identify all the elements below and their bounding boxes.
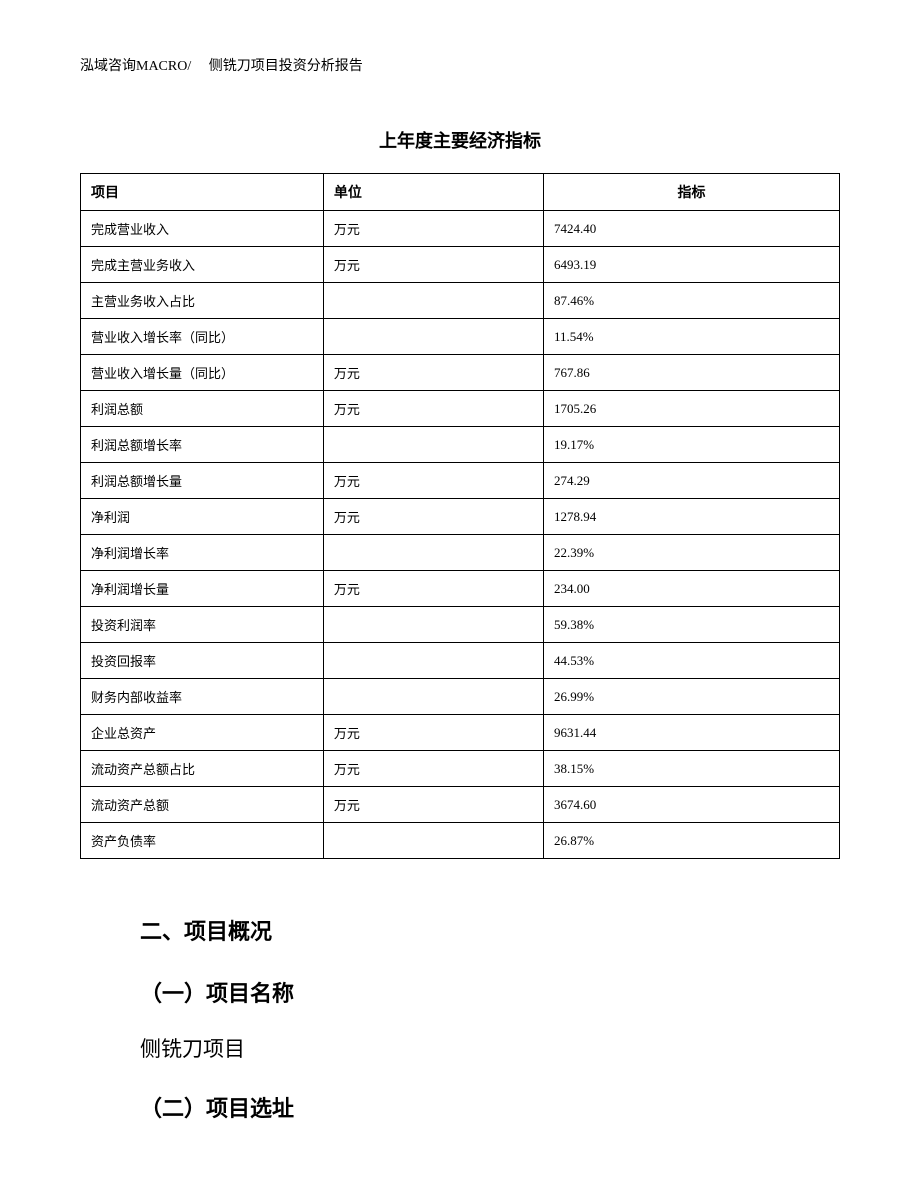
table-row: 利润总额增长量 万元 274.29 bbox=[81, 463, 840, 499]
col-header-item: 项目 bbox=[81, 174, 324, 211]
cell-unit: 万元 bbox=[323, 391, 543, 427]
cell-unit: 万元 bbox=[323, 355, 543, 391]
cell-unit: 万元 bbox=[323, 247, 543, 283]
cell-value: 38.15% bbox=[543, 751, 839, 787]
cell-value: 22.39% bbox=[543, 535, 839, 571]
cell-unit: 万元 bbox=[323, 211, 543, 247]
cell-unit bbox=[323, 535, 543, 571]
table-row: 利润总额 万元 1705.26 bbox=[81, 391, 840, 427]
cell-item: 企业总资产 bbox=[81, 715, 324, 751]
table-row: 营业收入增长率（同比） 11.54% bbox=[81, 319, 840, 355]
cell-value: 11.54% bbox=[543, 319, 839, 355]
cell-unit bbox=[323, 427, 543, 463]
table-row: 企业总资产 万元 9631.44 bbox=[81, 715, 840, 751]
table-row: 利润总额增长率 19.17% bbox=[81, 427, 840, 463]
cell-value: 767.86 bbox=[543, 355, 839, 391]
table-row: 资产负债率 26.87% bbox=[81, 823, 840, 859]
cell-item: 利润总额增长量 bbox=[81, 463, 324, 499]
cell-item: 营业收入增长量（同比） bbox=[81, 355, 324, 391]
cell-unit bbox=[323, 319, 543, 355]
table-row: 净利润增长率 22.39% bbox=[81, 535, 840, 571]
cell-item: 财务内部收益率 bbox=[81, 679, 324, 715]
table-row: 流动资产总额占比 万元 38.15% bbox=[81, 751, 840, 787]
cell-unit bbox=[323, 607, 543, 643]
cell-unit: 万元 bbox=[323, 499, 543, 535]
table-header-row: 项目 单位 指标 bbox=[81, 174, 840, 211]
table-row: 主营业务收入占比 87.46% bbox=[81, 283, 840, 319]
cell-item: 净利润 bbox=[81, 499, 324, 535]
cell-value: 234.00 bbox=[543, 571, 839, 607]
cell-value: 274.29 bbox=[543, 463, 839, 499]
table-title: 上年度主要经济指标 bbox=[80, 127, 840, 153]
table-row: 财务内部收益率 26.99% bbox=[81, 679, 840, 715]
page-header: 泓域咨询MACRO/ 侧铣刀项目投资分析报告 bbox=[80, 55, 840, 75]
cell-value: 1705.26 bbox=[543, 391, 839, 427]
cell-value: 1278.94 bbox=[543, 499, 839, 535]
cell-unit: 万元 bbox=[323, 463, 543, 499]
cell-unit: 万元 bbox=[323, 751, 543, 787]
cell-item: 完成营业收入 bbox=[81, 211, 324, 247]
col-header-value: 指标 bbox=[543, 174, 839, 211]
cell-item: 利润总额增长率 bbox=[81, 427, 324, 463]
cell-value: 3674.60 bbox=[543, 787, 839, 823]
cell-item: 主营业务收入占比 bbox=[81, 283, 324, 319]
cell-unit: 万元 bbox=[323, 715, 543, 751]
cell-item: 流动资产总额 bbox=[81, 787, 324, 823]
cell-item: 营业收入增长率（同比） bbox=[81, 319, 324, 355]
cell-value: 87.46% bbox=[543, 283, 839, 319]
cell-value: 44.53% bbox=[543, 643, 839, 679]
cell-item: 资产负债率 bbox=[81, 823, 324, 859]
sub-heading-name: （一）项目名称 bbox=[140, 976, 840, 1008]
economic-indicators-table: 项目 单位 指标 完成营业收入 万元 7424.40 完成主营业务收入 万元 6… bbox=[80, 173, 840, 859]
cell-unit: 万元 bbox=[323, 571, 543, 607]
table-row: 流动资产总额 万元 3674.60 bbox=[81, 787, 840, 823]
table-row: 完成营业收入 万元 7424.40 bbox=[81, 211, 840, 247]
col-header-unit: 单位 bbox=[323, 174, 543, 211]
section-heading-2: 二、项目概况 bbox=[140, 914, 840, 946]
cell-item: 净利润增长率 bbox=[81, 535, 324, 571]
cell-item: 利润总额 bbox=[81, 391, 324, 427]
cell-value: 9631.44 bbox=[543, 715, 839, 751]
cell-unit: 万元 bbox=[323, 787, 543, 823]
sub-heading-location: （二）项目选址 bbox=[140, 1091, 840, 1123]
cell-item: 投资回报率 bbox=[81, 643, 324, 679]
cell-item: 流动资产总额占比 bbox=[81, 751, 324, 787]
table-row: 完成主营业务收入 万元 6493.19 bbox=[81, 247, 840, 283]
cell-value: 7424.40 bbox=[543, 211, 839, 247]
cell-unit bbox=[323, 679, 543, 715]
table-row: 投资利润率 59.38% bbox=[81, 607, 840, 643]
project-name-text: 侧铣刀项目 bbox=[140, 1033, 840, 1063]
cell-item: 完成主营业务收入 bbox=[81, 247, 324, 283]
cell-value: 19.17% bbox=[543, 427, 839, 463]
cell-value: 26.99% bbox=[543, 679, 839, 715]
table-row: 投资回报率 44.53% bbox=[81, 643, 840, 679]
cell-value: 6493.19 bbox=[543, 247, 839, 283]
cell-item: 投资利润率 bbox=[81, 607, 324, 643]
cell-item: 净利润增长量 bbox=[81, 571, 324, 607]
table-row: 净利润 万元 1278.94 bbox=[81, 499, 840, 535]
table-row: 净利润增长量 万元 234.00 bbox=[81, 571, 840, 607]
cell-unit bbox=[323, 643, 543, 679]
cell-unit bbox=[323, 823, 543, 859]
table-row: 营业收入增长量（同比） 万元 767.86 bbox=[81, 355, 840, 391]
cell-value: 59.38% bbox=[543, 607, 839, 643]
cell-unit bbox=[323, 283, 543, 319]
cell-value: 26.87% bbox=[543, 823, 839, 859]
